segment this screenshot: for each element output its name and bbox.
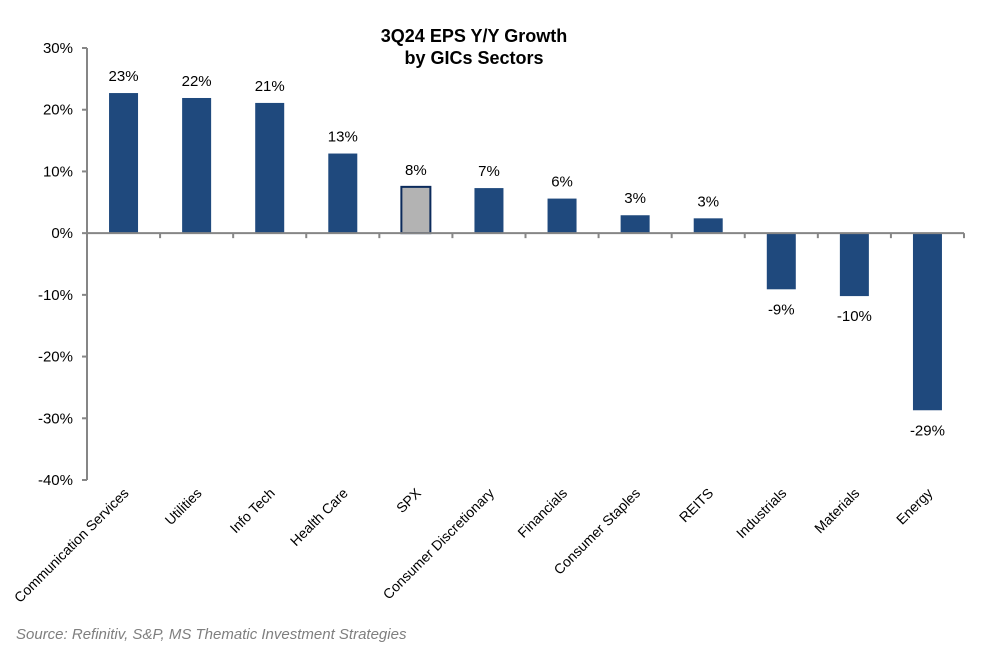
category-label: Communication Services <box>11 485 132 606</box>
y-tick-label: -30% <box>38 410 73 427</box>
data-label: 3% <box>697 193 719 210</box>
bar-info-tech <box>255 102 285 234</box>
y-axis: 30% 20% 10% 0% -10% -20% -30% -40% <box>38 40 88 489</box>
y-tick-label: -40% <box>38 472 73 489</box>
y-tick-label: -20% <box>38 349 73 366</box>
y-tick-label: 10% <box>43 163 73 180</box>
bar-consumer-discretionary <box>474 188 504 234</box>
bar-utilities <box>182 97 212 234</box>
bars <box>109 93 942 411</box>
category-label: SPX <box>393 484 425 516</box>
data-label: 22% <box>182 73 212 90</box>
data-label: 21% <box>255 78 285 95</box>
category-label: Energy <box>893 485 936 528</box>
category-label: Info Tech <box>227 485 278 536</box>
x-axis <box>86 232 965 239</box>
source-note: Source: Refinitiv, S&P, MS Thematic Inve… <box>16 626 407 643</box>
category-label: Utilities <box>162 485 205 528</box>
data-label: 8% <box>405 162 427 179</box>
chart-title: 3Q24 EPS Y/Y Growth <box>381 26 567 46</box>
category-label: Industrials <box>733 485 789 541</box>
data-label: 7% <box>478 163 500 180</box>
bar-energy <box>912 233 942 411</box>
bar-financials <box>547 198 577 234</box>
category-label: REITS <box>676 485 716 525</box>
bar-communication-services <box>109 93 139 234</box>
category-label: Materials <box>811 485 862 536</box>
category-label: Financials <box>514 485 570 541</box>
y-tick-label: -10% <box>38 287 73 304</box>
category-labels: Communication Services Utilities Info Tech… <box>11 484 936 605</box>
data-label: -9% <box>768 301 795 318</box>
y-tick-label: 0% <box>51 225 73 242</box>
data-label: 6% <box>551 174 573 191</box>
data-label: -10% <box>837 308 872 325</box>
category-label: Health Care <box>287 485 351 549</box>
data-labels: 23% 22% 21% 13% 8% 7% 6% 3% 3% -9% -10% -29% <box>109 68 945 439</box>
bar-reits <box>693 218 723 234</box>
data-label: 23% <box>109 68 139 85</box>
data-label: 3% <box>624 190 646 207</box>
bar-materials <box>839 233 869 297</box>
bar-industrials <box>766 233 796 290</box>
bar-spx <box>400 185 432 235</box>
data-label: -29% <box>910 422 945 439</box>
data-label: 13% <box>328 129 358 146</box>
bar-health-care <box>328 153 358 234</box>
chart-subtitle: by GICs Sectors <box>404 48 543 68</box>
y-tick-label: 20% <box>43 102 73 119</box>
bar-consumer-staples <box>620 215 650 234</box>
y-tick-label: 30% <box>43 40 73 57</box>
